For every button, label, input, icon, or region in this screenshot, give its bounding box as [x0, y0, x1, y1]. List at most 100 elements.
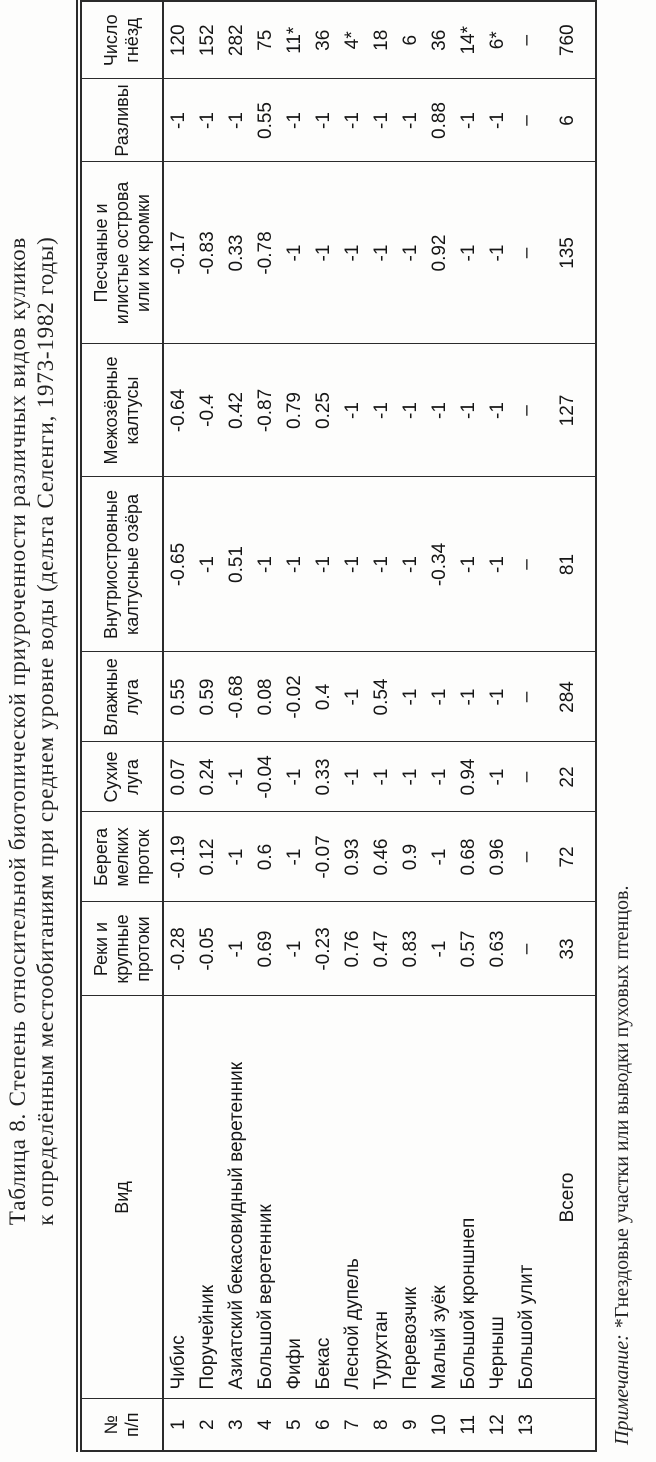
- table-row: 6 Бекас -0.23 -0.07 0.33 0.4 -1 0.25 -1 -1 36: [309, 1, 338, 1451]
- table-cell: -1: [251, 477, 280, 652]
- table-cell: –: [512, 742, 541, 812]
- footnote: Примечание: *Гнездовые участки или выводк…: [611, 886, 634, 1445]
- table-cell: -1: [163, 79, 193, 162]
- table-cell: –: [512, 344, 541, 477]
- table-cell: -1: [280, 79, 309, 162]
- table-cell: 36: [309, 1, 338, 79]
- table-cell: -1: [483, 162, 512, 344]
- table-cell: –: [512, 477, 541, 652]
- total-row: Всего 33 72 22 284 81 127 135 6 760: [541, 1, 596, 1451]
- table-cell: 13: [512, 1399, 541, 1451]
- table-row: 4 Большой веретенник 0.69 0.6 -0.04 0.08 -1 -0.…: [251, 1, 280, 1451]
- table-cell: -1: [338, 742, 367, 812]
- table-cell: 0.96: [483, 812, 512, 902]
- table-cell: 2: [193, 1399, 222, 1451]
- table-cell: 81: [541, 477, 596, 652]
- table-cell: 4: [251, 1399, 280, 1451]
- species-cell: Большой кроншнеп: [454, 996, 483, 1399]
- species-cell: Большой веретенник: [251, 996, 280, 1399]
- table-cell: 11: [454, 1399, 483, 1451]
- table-cell: -1: [280, 902, 309, 996]
- table-cell: -1: [396, 79, 425, 162]
- table-cell: 0.93: [338, 812, 367, 902]
- table-row: 7 Лесной дупель 0.76 0.93 -1 -1 -1 -1 -1 -1 4*: [338, 1, 367, 1451]
- column-header-lakes: Внутриостровные калтусные озёра: [79, 477, 163, 652]
- table-cell: 0.69: [251, 902, 280, 996]
- footnote-label: Примечание:: [611, 1334, 633, 1445]
- table-cell: –: [512, 812, 541, 902]
- table-row: 13 Большой улит – – – – – – – – –: [512, 1, 541, 1451]
- table-cell: -1: [483, 344, 512, 477]
- table-cell: 10: [425, 1399, 454, 1451]
- table-cell: -1: [454, 477, 483, 652]
- species-cell: Турухтан: [367, 996, 396, 1399]
- table-cell: -1: [222, 902, 251, 996]
- table-cell: -1: [222, 812, 251, 902]
- table-cell: -1: [222, 79, 251, 162]
- table-cell: -1: [425, 812, 454, 902]
- table-cell: 284: [541, 652, 596, 742]
- table-cell: -0.05: [193, 902, 222, 996]
- table-cell: -1: [193, 79, 222, 162]
- table-cell: 0.24: [193, 742, 222, 812]
- table-cell: -1: [425, 344, 454, 477]
- table-cell: -1: [222, 742, 251, 812]
- species-cell: Фифи: [280, 996, 309, 1399]
- table-cell: –: [512, 902, 541, 996]
- table-row: 5 Фифи -1 -1 -1 -0.02 -1 0.79 -1 -1 11*: [280, 1, 309, 1451]
- table-cell: 0.55: [163, 652, 193, 742]
- table-cell: –: [512, 79, 541, 162]
- column-header-num: № п/п: [79, 1399, 163, 1451]
- table-cell: -1: [338, 79, 367, 162]
- table-cell: 0.57: [454, 902, 483, 996]
- table-cell: 0.46: [367, 812, 396, 902]
- column-header-islands: Песчаные и илистые острова или их кромки: [79, 162, 163, 344]
- table-cell: -1: [454, 652, 483, 742]
- table-cell: –: [512, 652, 541, 742]
- table-cell: 0.51: [222, 477, 251, 652]
- table-cell: 120: [163, 1, 193, 79]
- table-cell: 33: [541, 902, 596, 996]
- species-cell: Поручейник: [193, 996, 222, 1399]
- column-header-kaltus: Межозёрные калтусы: [79, 344, 163, 477]
- table-cell: -1: [280, 812, 309, 902]
- species-cell: Малый зуёк: [425, 996, 454, 1399]
- table-cell: 9: [396, 1399, 425, 1451]
- column-header-wetmeadow: Влажные луга: [79, 652, 163, 742]
- table-cell: -1: [309, 162, 338, 344]
- table-cell: 11*: [280, 1, 309, 79]
- table-cell: 0.55: [251, 79, 280, 162]
- table-cell: 0.47: [367, 902, 396, 996]
- table-cell: [541, 1399, 596, 1451]
- table-cell: -1: [483, 477, 512, 652]
- table-cell: -1: [425, 742, 454, 812]
- table-cell: -1: [309, 79, 338, 162]
- table-cell: 0.07: [163, 742, 193, 812]
- table-cell: 0.9: [396, 812, 425, 902]
- species-cell: Всего: [541, 996, 596, 1399]
- table-cell: 760: [541, 1, 596, 79]
- table-cell: -0.17: [163, 162, 193, 344]
- table-cell: -1: [338, 477, 367, 652]
- table-cell: -1: [396, 477, 425, 652]
- table-cell: -0.4: [193, 344, 222, 477]
- table-cell: 0.83: [396, 902, 425, 996]
- table-cell: -1: [396, 162, 425, 344]
- table-cell: 22: [541, 742, 596, 812]
- table-cell: -1: [425, 652, 454, 742]
- table-cell: 0.94: [454, 742, 483, 812]
- column-header-drymeadow: Сухие луга: [79, 742, 163, 812]
- table-cell: -1: [338, 652, 367, 742]
- table-cell: 0.54: [367, 652, 396, 742]
- table-cell: 36: [425, 1, 454, 79]
- table-cell: 0.42: [222, 344, 251, 477]
- table-cell: 0.63: [483, 902, 512, 996]
- table-row: 11 Большой кроншнеп 0.57 0.68 0.94 -1 -1 -1 -1 -1…: [454, 1, 483, 1451]
- table-row: 2 Поручейник -0.05 0.12 0.24 0.59 -1 -0.4 -0.83-…: [193, 1, 222, 1451]
- table-cell: -0.34: [425, 477, 454, 652]
- species-cell: Бекас: [309, 996, 338, 1399]
- table-cell: -0.83: [193, 162, 222, 344]
- column-header-species: Вид: [79, 996, 163, 1399]
- table-cell: 0.76: [338, 902, 367, 996]
